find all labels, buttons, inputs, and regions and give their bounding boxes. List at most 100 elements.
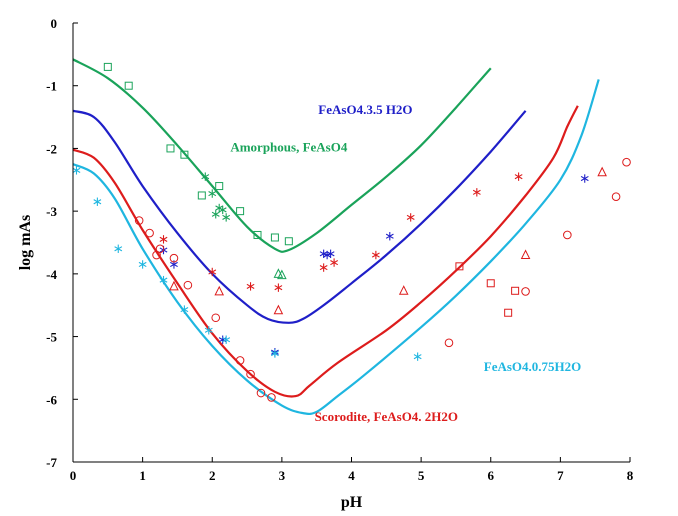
model-curves	[72, 58, 600, 416]
point-asterisk	[208, 189, 217, 198]
point-circle	[563, 230, 572, 240]
point-asterisk	[274, 283, 283, 292]
curve-label: Amorphous, FeAsO4	[230, 140, 348, 155]
point-square	[215, 182, 224, 191]
curve-label: FeAsO4.0.75H2O	[484, 359, 582, 374]
point-square	[103, 62, 112, 71]
point-square	[253, 230, 262, 239]
point-circle	[267, 393, 276, 402]
point-asterisk	[201, 172, 210, 181]
point-triangle	[520, 249, 531, 260]
point-square	[284, 237, 293, 246]
y-tick-label: -4	[46, 267, 57, 282]
x-tick-label: 3	[279, 468, 286, 483]
point-asterisk	[326, 249, 335, 258]
point-asterisk	[204, 326, 213, 335]
curve-1	[72, 109, 527, 324]
x-tick-label: 7	[557, 468, 564, 483]
curve-0	[72, 58, 492, 253]
point-circle	[183, 280, 193, 290]
curve-3	[72, 79, 600, 416]
x-tick-label: 2	[209, 468, 216, 483]
point-circle	[246, 369, 255, 379]
point-triangle	[273, 304, 284, 315]
point-asterisk	[580, 174, 589, 183]
point-triangle	[214, 285, 225, 296]
curve-2	[72, 105, 579, 398]
x-axis-title: pH	[341, 494, 363, 511]
point-asterisk	[319, 263, 328, 272]
y-tick-label: -1	[46, 79, 57, 94]
point-asterisk	[208, 267, 217, 277]
point-asterisk	[514, 172, 523, 181]
curve-label: FeAsO4.3.5 H2O	[318, 102, 412, 117]
point-square	[486, 279, 495, 288]
y-axis-title: log mAs	[17, 215, 34, 271]
point-asterisk	[138, 260, 147, 269]
point-circle	[134, 216, 144, 225]
x-tick-label: 0	[70, 468, 77, 483]
point-asterisk	[406, 213, 415, 222]
point-asterisk	[385, 232, 394, 241]
point-asterisk	[270, 349, 279, 358]
point-square	[511, 286, 520, 295]
x-tick-label: 1	[139, 468, 146, 483]
data-points	[72, 62, 631, 402]
point-circle	[521, 287, 530, 296]
point-circle	[444, 338, 454, 348]
point-asterisk	[180, 305, 189, 314]
point-triangle	[273, 268, 284, 278]
point-asterisk	[72, 166, 81, 175]
point-asterisk	[222, 335, 231, 344]
point-square	[455, 262, 464, 271]
curve-labels: FeAsO4.3.5 H2O Amorphous, FeAsO4 FeAsO4.0.…	[230, 102, 581, 424]
point-asterisk	[159, 235, 168, 244]
y-tick-label: -2	[46, 141, 57, 156]
point-asterisk	[114, 244, 123, 253]
x-tick-label: 5	[418, 468, 425, 483]
point-circle	[155, 244, 165, 254]
point-square	[270, 233, 279, 242]
curve-label: Scorodite, FeAsO4. 2H2O	[315, 409, 458, 424]
point-circle	[145, 228, 154, 238]
point-circle	[611, 192, 621, 202]
x-tick-label: 8	[627, 468, 634, 483]
axes	[72, 23, 630, 463]
point-circle	[169, 253, 179, 263]
point-square	[166, 144, 175, 153]
point-square	[124, 81, 133, 90]
point-asterisk	[330, 258, 339, 267]
point-asterisk	[472, 188, 481, 197]
point-asterisk	[218, 205, 227, 215]
point-triangle	[398, 285, 409, 295]
x-tick-label: 4	[348, 468, 355, 483]
point-square	[504, 308, 513, 317]
point-asterisk	[222, 213, 231, 222]
point-asterisk	[218, 335, 227, 344]
y-tick-label: -3	[46, 204, 57, 219]
x-axis-ticks: 0 1 2 3 4 5 6 7 8	[70, 457, 634, 483]
y-tick-label: -5	[46, 330, 57, 345]
y-tick-label: -7	[46, 455, 57, 470]
point-triangle	[169, 280, 179, 291]
point-square	[197, 191, 206, 200]
point-circle	[256, 388, 266, 398]
y-tick-label: -6	[46, 392, 57, 407]
point-asterisk	[93, 197, 102, 206]
point-triangle	[277, 269, 287, 280]
point-asterisk	[211, 210, 220, 219]
y-axis-ticks: 0 -1 -2 -3 -4 -5 -6 -7	[46, 16, 78, 470]
point-asterisk	[246, 282, 255, 291]
point-square	[180, 150, 189, 159]
point-circle	[235, 356, 245, 365]
point-circle	[211, 313, 221, 323]
point-circle	[622, 157, 631, 167]
y-tick-label: 0	[51, 16, 58, 31]
x-tick-label: 6	[488, 468, 495, 483]
point-square	[236, 207, 245, 216]
point-asterisk	[159, 275, 168, 285]
point-asterisk	[413, 352, 422, 361]
point-triangle	[597, 166, 607, 177]
point-asterisk	[371, 250, 380, 260]
